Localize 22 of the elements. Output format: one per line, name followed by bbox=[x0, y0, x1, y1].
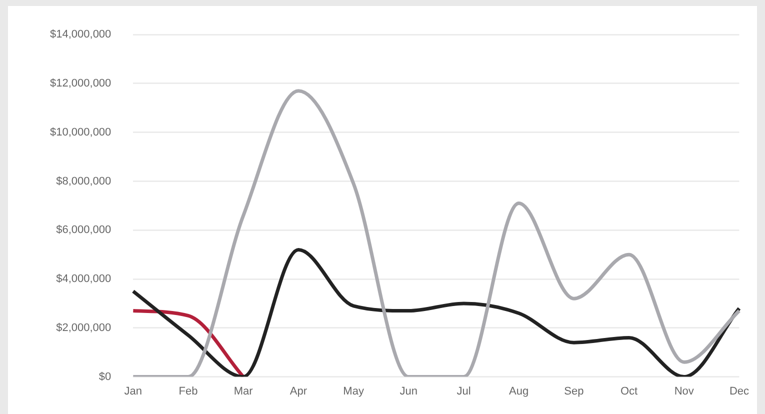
line-series bbox=[131, 89, 741, 377]
y-tick-label: $0 bbox=[98, 370, 112, 383]
y-tick-label: $10,000,000 bbox=[50, 126, 112, 138]
x-tick-label: Mar bbox=[234, 385, 254, 398]
x-tick-label: Jul bbox=[456, 385, 471, 398]
x-tick-label: May bbox=[343, 385, 364, 398]
x-tick-label: Jun bbox=[400, 385, 418, 398]
x-tick-label: Jan bbox=[124, 385, 142, 398]
y-tick-label: $12,000,000 bbox=[50, 78, 112, 90]
x-tick-label: Sep bbox=[564, 385, 584, 398]
x-tick-label: Dec bbox=[729, 385, 750, 398]
y-tick-label: $6,000,000 bbox=[56, 224, 112, 236]
x-tick-label: Feb bbox=[178, 385, 198, 398]
y-tick-label: $2,000,000 bbox=[56, 322, 112, 334]
x-tick-label: Apr bbox=[290, 385, 308, 398]
y-tick-label: $4,000,000 bbox=[56, 273, 112, 286]
y-tick-label: $14,000,000 bbox=[50, 28, 112, 41]
y-tick-label: $8,000,000 bbox=[56, 175, 112, 188]
x-tick-label: Aug bbox=[509, 385, 529, 398]
x-tick-label: Oct bbox=[620, 385, 638, 398]
x-tick-label: Nov bbox=[674, 385, 694, 398]
line-series bbox=[131, 248, 741, 377]
